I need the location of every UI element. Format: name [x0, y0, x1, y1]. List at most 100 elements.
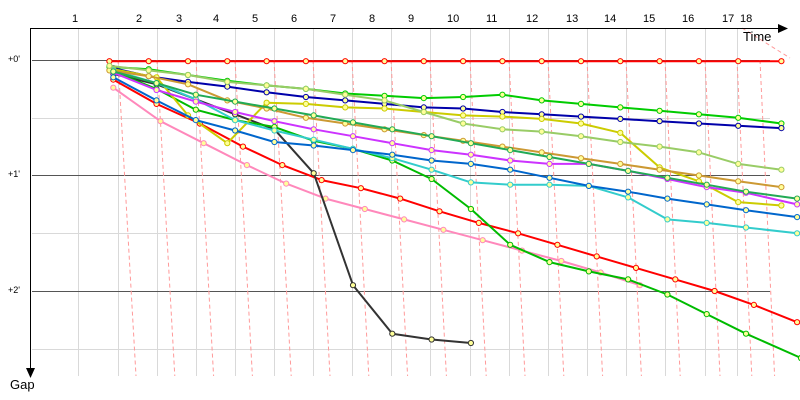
data-point [157, 118, 164, 125]
data-point [735, 122, 742, 129]
data-point [794, 214, 800, 221]
data-point [475, 219, 482, 226]
data-point [302, 85, 309, 93]
data-point [778, 202, 785, 209]
data-point [381, 105, 388, 112]
data-point [742, 224, 750, 231]
data-point [192, 117, 199, 124]
data-point [110, 74, 117, 81]
labels: Time Gap 1 2 3 4 5 6 7 8 9 10 11 12 13 14 15 16 17 18+0'+… [8, 13, 771, 392]
data-point [153, 97, 160, 104]
data-point [656, 118, 663, 125]
data-point [656, 166, 663, 173]
lap-guide-line [312, 59, 331, 377]
x-axis-title: Time [743, 29, 771, 44]
data-point [577, 120, 585, 127]
data-point [420, 108, 427, 116]
data-point [507, 166, 514, 173]
data-point [625, 167, 632, 174]
data-point [224, 58, 231, 65]
data-point [401, 216, 408, 223]
data-point [585, 160, 592, 167]
data-point [349, 282, 357, 289]
data-point [664, 291, 671, 298]
series-group [110, 66, 785, 209]
data-point [695, 172, 703, 179]
data-point [381, 58, 388, 65]
data-point [263, 58, 270, 65]
lap-guide-line [704, 59, 721, 377]
data-point [279, 162, 286, 169]
data-point [192, 91, 199, 98]
series-group [110, 74, 800, 221]
data-point [460, 58, 467, 65]
x-tick-label: 6 [291, 13, 297, 25]
data-point [479, 237, 486, 244]
data-point [192, 98, 199, 105]
data-point [625, 194, 632, 201]
data-point [310, 142, 317, 149]
data-point [593, 253, 600, 260]
x-tick-label: 14 [604, 13, 616, 25]
x-tick-label: 4 [213, 13, 219, 25]
data-point [145, 58, 152, 65]
data-point [778, 166, 785, 173]
x-tick-label: 17 [722, 13, 734, 25]
data-point [664, 174, 671, 181]
series-group [110, 76, 800, 326]
series-line [112, 71, 798, 206]
lap-guide-line [234, 59, 253, 377]
series-group [110, 67, 800, 237]
lap-guide-line [156, 59, 176, 377]
data-point [271, 118, 278, 125]
data-point [389, 151, 396, 158]
x-tick-label: 3 [176, 13, 182, 25]
data-point [263, 99, 270, 106]
data-point [232, 117, 239, 124]
y-axis-arrow [26, 368, 35, 378]
data-point [499, 126, 506, 133]
data-point [302, 114, 309, 121]
x-tick-label: 13 [566, 13, 578, 25]
data-point [617, 160, 624, 167]
data-point [467, 339, 474, 347]
x-tick-label: 2 [136, 13, 142, 25]
series-group [106, 62, 785, 173]
data-point [794, 195, 800, 202]
data-point [507, 241, 514, 248]
data-point [794, 201, 800, 208]
data-point [546, 181, 553, 188]
data-point [507, 181, 514, 188]
data-point [145, 73, 152, 80]
data-point [224, 78, 231, 86]
data-point [778, 184, 785, 191]
data-point [711, 287, 718, 295]
lap-guide-line [351, 59, 370, 377]
data-point [585, 182, 592, 189]
lap-guide-line [736, 59, 753, 377]
data-point [585, 268, 592, 275]
data-point [397, 195, 404, 202]
data-point [467, 151, 474, 158]
data-point [342, 58, 349, 65]
data-point [302, 58, 309, 65]
data-point [283, 180, 290, 187]
data-point [695, 120, 703, 127]
x-tick-label: 5 [252, 13, 258, 25]
data-point [428, 133, 435, 140]
data-point [742, 207, 750, 214]
data-point [656, 107, 663, 114]
data-point [428, 175, 435, 183]
data-point [664, 216, 671, 223]
x-tick-label: 1 [72, 13, 78, 25]
data-point [695, 58, 703, 65]
data-point [554, 241, 561, 248]
data-point [342, 97, 349, 104]
lap-guide-line [586, 59, 604, 377]
data-point [460, 93, 467, 101]
data-point [656, 58, 663, 65]
y-axis-title: Gap [10, 377, 35, 392]
data-point [538, 115, 545, 123]
series-line [112, 86, 641, 287]
